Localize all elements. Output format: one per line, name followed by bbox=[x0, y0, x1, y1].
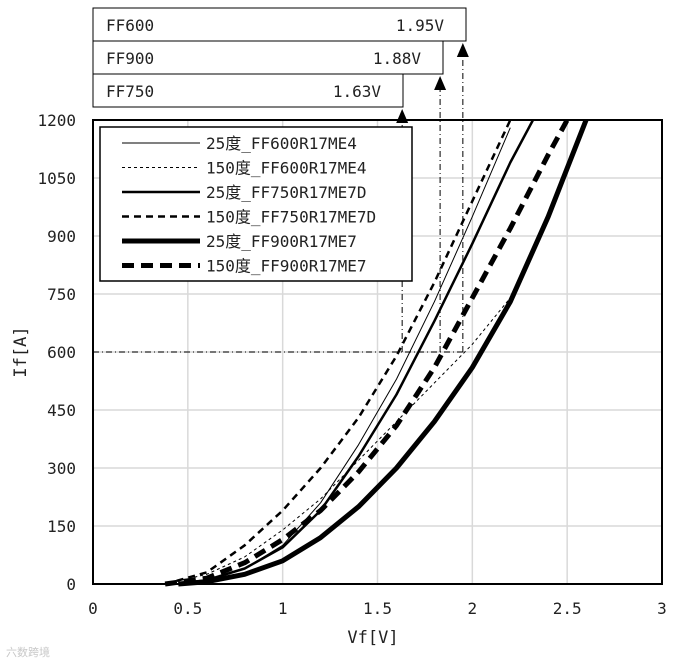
curves bbox=[164, 118, 589, 587]
x-tick-label: 2 bbox=[468, 599, 478, 618]
series-line bbox=[164, 119, 512, 586]
x-tick-label: 0.5 bbox=[173, 599, 202, 618]
table-device-label: FF750 bbox=[106, 82, 154, 101]
y-tick-label: 900 bbox=[47, 227, 76, 246]
legend-label: 25度_FF900R17ME7 bbox=[206, 232, 357, 251]
legend-label: 25度_FF600R17ME4 bbox=[206, 134, 357, 153]
marker-arrow bbox=[456, 43, 469, 57]
table-device-label: FF600 bbox=[106, 16, 154, 35]
table-row bbox=[92, 40, 444, 75]
y-tick-label: 300 bbox=[47, 459, 76, 478]
legend-label: 150度_FF900R17ME7 bbox=[206, 257, 367, 276]
y-axis-title: If[A] bbox=[11, 326, 31, 377]
table-row bbox=[92, 7, 467, 42]
y-tick-label: 450 bbox=[47, 401, 76, 420]
y-tick-label: 150 bbox=[47, 517, 76, 536]
plot-area-border bbox=[92, 119, 663, 585]
y-tick-label: 1050 bbox=[37, 169, 76, 188]
y-tick-label: 0 bbox=[66, 575, 76, 594]
table-vf-value: 1.88V bbox=[373, 49, 422, 68]
table-vf-value: 1.95V bbox=[396, 16, 445, 35]
legend-label: 25度_FF750R17ME7D bbox=[206, 183, 367, 202]
x-tick-label: 0 bbox=[88, 599, 98, 618]
y-tick-label: 600 bbox=[47, 343, 76, 362]
watermark: 六数跨境 bbox=[6, 646, 50, 659]
tick-labels: 0 0.5 1 1.5 2 2.5 3 0 150 300 450 600 750 900 1050 1200 bbox=[37, 111, 666, 618]
series-line bbox=[178, 119, 535, 586]
y-tick-label: 1200 bbox=[37, 111, 76, 130]
table-device-label: FF900 bbox=[106, 49, 154, 68]
legend-box bbox=[99, 126, 413, 282]
table-vf-value: 1.63V bbox=[333, 82, 382, 101]
legend-label: 150度_FF750R17ME7D bbox=[206, 208, 376, 227]
legend: 25度_FF600R17ME4 150度_FF600R17ME4 25度_FF750… bbox=[99, 126, 413, 282]
table-row bbox=[92, 73, 404, 108]
legend-label: 150度_FF600R17ME4 bbox=[206, 159, 367, 178]
y-tick-label: 750 bbox=[47, 285, 76, 304]
x-tick-label: 3 bbox=[657, 599, 667, 618]
series-line bbox=[164, 118, 570, 587]
x-axis-title: Vf[V] bbox=[347, 628, 398, 648]
vf-value-table: FF600 1.95V FF900 1.88V FF750 1.63V bbox=[92, 7, 467, 108]
x-tick-label: 2.5 bbox=[553, 599, 582, 618]
x-tick-label: 1 bbox=[278, 599, 288, 618]
marker-arrow bbox=[434, 76, 447, 90]
series-line bbox=[178, 119, 589, 587]
x-tick-label: 1.5 bbox=[363, 599, 392, 618]
